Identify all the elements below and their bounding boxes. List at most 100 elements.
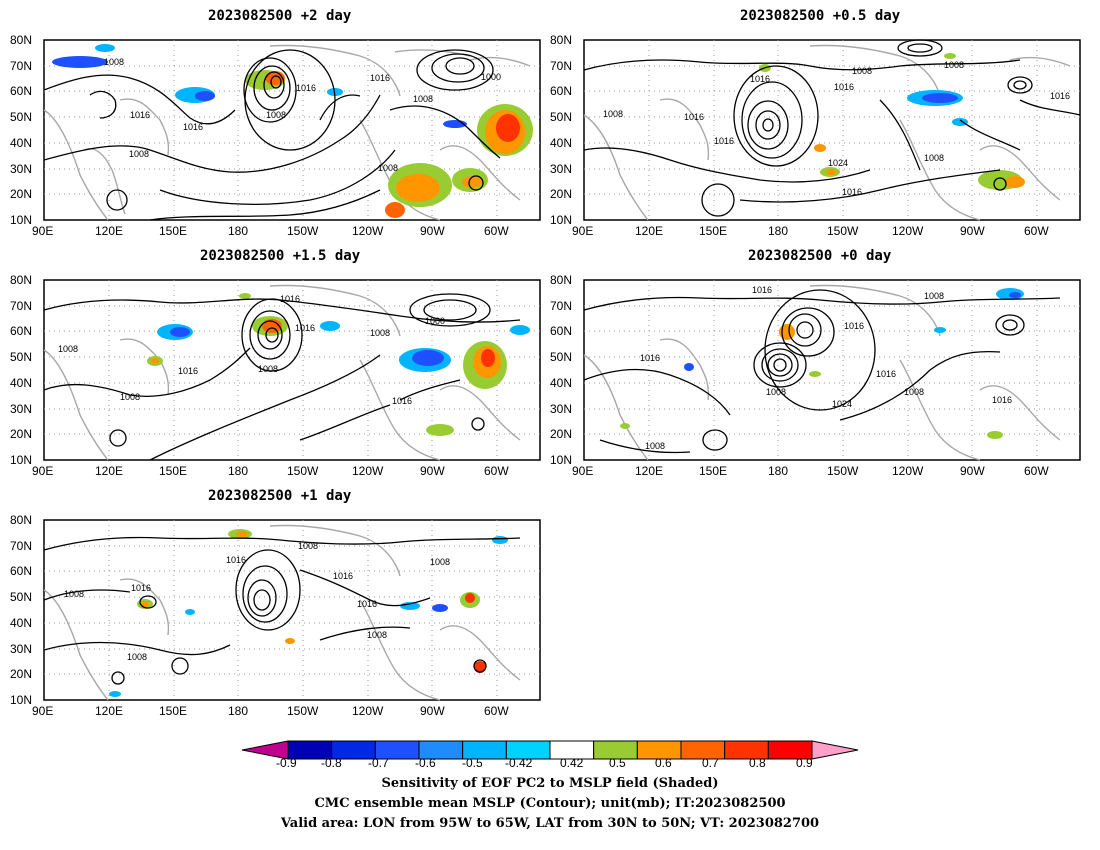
contour-label: 1008 [430,557,450,567]
lat-tick: 60N [10,564,33,578]
colorbar-label: -0.6 [415,756,436,770]
lon-tick: 120E [635,224,664,238]
contour-label: 1016 [131,583,151,593]
lat-tick: 20N [10,187,33,201]
lat-tick: 60N [10,84,33,98]
lat-tick: 30N [550,402,573,416]
contour-label: 1008 [370,328,390,338]
lat-tick: 50N [10,590,33,604]
colorbar-label: 0.7 [702,756,719,770]
lat-tick: 40N [10,376,33,390]
panel-plus-0-day: 2023082500 +0 day [540,240,1100,480]
lon-tick: 150W [287,224,319,238]
lat-tick: 50N [550,350,573,364]
caption-line-1: Sensitivity of EOF PC2 to MSLP field (Sh… [381,776,719,791]
lon-tick: 150E [699,464,728,478]
contour-label: 1016 [842,187,862,197]
lat-tick: 50N [10,350,33,364]
panel-title: 2023082500 +0.5 day [740,8,901,24]
contour-label: 1008 [120,392,140,402]
lat-tick: 30N [10,642,33,656]
lon-tick: 90E [32,464,54,478]
lon-tick: 150E [159,224,188,238]
colorbar-label: 0.6 [655,756,672,770]
lon-tick: 120W [892,464,924,478]
contour-label: 1008 [266,110,286,120]
lon-tick: 90W [960,464,985,478]
lat-tick: 60N [550,324,573,338]
map-plus-0-5-day: 1008 1016 1008 1008 1016 1024 1016 1016 … [583,39,1081,221]
lon-tick: 120W [892,224,924,238]
colorbar-label: -0.5 [462,756,483,770]
lat-tick: 50N [550,110,573,124]
lat-tick: 10N [550,213,573,227]
lat-tick: 30N [10,402,33,416]
contour-labels: 1016 1008 1016 1008 1000 1008 1016 1008 … [58,294,445,406]
contour-label: 1008 [924,291,944,301]
map-plus-1-day: 1016 1008 1016 1008 1016 1016 1008 1008 … [43,519,541,701]
lat-tick: 40N [550,376,573,390]
lat-tick: 30N [10,162,33,176]
contour-label: 1008 [904,387,924,397]
panel-plus-0-5-day: 2023082500 +0.5 day [540,0,1100,240]
contour-label: 1016 [226,555,246,565]
lon-tick: 90W [420,704,445,718]
colorbar-label: -0.42 [505,756,533,770]
lat-tick: 70N [550,299,573,313]
contour-label: 1008 [298,541,318,551]
contour-label: 1008 [944,60,964,70]
contour-label: 1000 [425,316,445,326]
colorbar-label: -0.8 [321,756,342,770]
contour-label: 1016 [684,112,704,122]
lon-tick: 60W [484,224,509,238]
contour-label: 1016 [844,321,864,331]
contour-label: 1000 [481,72,501,82]
lon-tick: 150W [827,224,859,238]
lon-tick: 180 [768,464,789,478]
contour-label: 1016 [1050,91,1070,101]
lon-tick: 120W [352,704,384,718]
map-frame [43,39,541,221]
caption-line-2: CMC ensemble mean MSLP (Contour); unit(m… [314,796,786,811]
caption-line-3: Valid area: LON from 95W to 65W, LAT fro… [280,816,820,831]
contour-label: 1008 [924,153,944,163]
contour-label: 1016 [296,83,316,93]
map-plus-2-day: 1008 1016 1016 1008 1016 1008 1000 1016 … [43,39,541,221]
contour-label: 1016 [714,136,734,146]
lon-tick: 150E [159,464,188,478]
lat-tick: 20N [10,427,33,441]
lat-tick: 20N [10,667,33,681]
colorbar-label: 0.9 [796,756,813,770]
map-frame [583,39,1081,221]
lat-tick: 70N [10,299,33,313]
contour-label: 1008 [129,149,149,159]
contour-label: 1016 [640,353,660,363]
lon-tick: 90W [420,464,445,478]
colorbar-label: -0.9 [276,756,297,770]
lon-tick: 90E [572,464,594,478]
contour-label: 1016 [834,82,854,92]
lon-tick: 90W [960,224,985,238]
lon-tick: 60W [1024,224,1049,238]
panel-plus-1-5-day: 2023082500 +1.5 day [0,240,550,480]
lon-tick: 150E [699,224,728,238]
lat-tick: 80N [10,513,33,527]
lat-tick: 80N [550,273,573,287]
lon-tick: 120W [352,224,384,238]
contour-label: 1016 [280,294,300,304]
contour-label: 1024 [828,158,848,168]
contour-labels: 1008 1016 1016 1008 1016 1008 1000 1016 … [104,57,501,173]
lat-tick: 80N [550,33,573,47]
lat-tick: 10N [10,693,33,707]
lat-tick: 50N [10,110,33,124]
lat-tick: 80N [10,273,33,287]
panel-plus-1-day: 2023082500 +1 day [0,480,550,720]
contour-label: 1008 [367,630,387,640]
contour-label: 1024 [832,399,852,409]
contour-labels: 1016 1008 1016 1016 1008 1024 1016 1008 … [640,285,1012,451]
lat-tick: 60N [550,84,573,98]
lon-tick: 180 [228,704,249,718]
lon-tick: 150E [159,704,188,718]
contour-label: 1016 [130,110,150,120]
panel-title: 2023082500 +0 day [748,248,892,264]
